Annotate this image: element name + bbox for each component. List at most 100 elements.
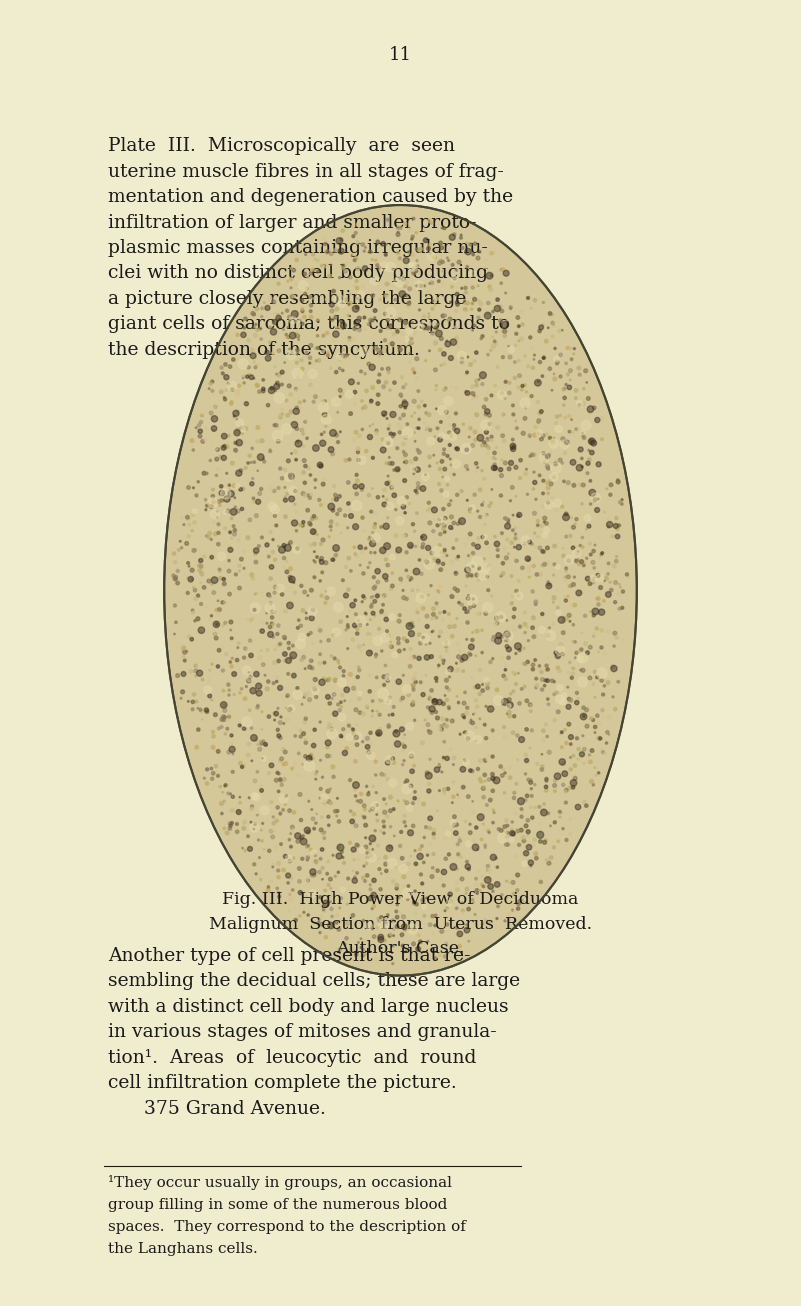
Point	[418, 231, 431, 252]
Point	[380, 549, 392, 569]
Point	[303, 790, 316, 811]
Point	[296, 290, 308, 311]
Point	[429, 290, 441, 311]
Point	[172, 539, 185, 560]
Point	[316, 562, 328, 582]
Point	[384, 496, 396, 517]
Point	[435, 542, 448, 563]
Point	[349, 699, 362, 720]
Point	[477, 876, 490, 897]
Point	[368, 516, 381, 537]
Point	[425, 542, 438, 563]
Point	[502, 336, 515, 357]
Point	[336, 841, 348, 862]
Point	[467, 704, 480, 725]
Point	[227, 761, 239, 782]
Point	[401, 918, 414, 939]
Point	[404, 716, 417, 737]
Point	[263, 840, 276, 861]
Point	[380, 453, 392, 474]
Point	[545, 461, 558, 482]
Point	[177, 637, 190, 658]
Text: Another type of cell present is that re-: Another type of cell present is that re-	[108, 947, 471, 965]
Point	[394, 384, 407, 405]
Point	[441, 330, 453, 351]
Point	[368, 831, 380, 852]
Point	[372, 724, 385, 744]
Point	[217, 438, 230, 458]
Point	[254, 730, 267, 751]
Point	[424, 818, 437, 838]
Point	[473, 708, 486, 729]
Point	[268, 481, 280, 502]
Point	[337, 315, 350, 336]
Point	[364, 502, 377, 522]
Point	[302, 821, 315, 842]
Point	[271, 722, 284, 743]
Point	[422, 538, 435, 559]
Point	[308, 865, 320, 885]
Point	[252, 491, 264, 512]
Point	[237, 419, 250, 440]
Point	[339, 934, 352, 955]
Point	[248, 854, 260, 875]
Point	[479, 603, 492, 624]
Point	[564, 532, 577, 552]
Point	[325, 496, 338, 517]
Point	[253, 739, 266, 760]
Point	[190, 691, 203, 712]
Point	[326, 724, 339, 744]
Point	[585, 708, 598, 729]
Point	[274, 405, 287, 426]
Point	[245, 751, 258, 772]
Point	[285, 257, 298, 278]
Point	[429, 359, 442, 380]
Point	[272, 478, 285, 499]
Point	[481, 673, 494, 693]
Point	[380, 473, 393, 494]
Point	[267, 542, 280, 563]
Point	[481, 345, 494, 366]
Point	[328, 684, 340, 705]
Point	[285, 286, 298, 307]
Point	[364, 801, 376, 821]
Point	[557, 684, 570, 705]
Point	[570, 550, 583, 571]
Point	[336, 317, 349, 338]
Point	[559, 503, 572, 524]
Point	[503, 757, 516, 778]
Point	[392, 790, 405, 811]
Point	[576, 494, 589, 515]
Point	[567, 772, 580, 793]
Point	[407, 513, 420, 534]
Point	[456, 351, 469, 372]
Point	[396, 718, 409, 739]
Point	[511, 865, 524, 885]
Point	[477, 469, 490, 490]
Point	[364, 389, 377, 410]
Point	[335, 229, 348, 249]
Point	[336, 221, 349, 242]
Point	[580, 415, 593, 436]
Point	[296, 358, 308, 379]
Point	[598, 675, 611, 696]
Point	[566, 422, 579, 443]
Point	[498, 508, 511, 529]
Point	[570, 509, 583, 530]
Point	[526, 358, 539, 379]
Point	[432, 552, 445, 573]
Point	[378, 406, 391, 427]
Point	[410, 562, 423, 582]
Point	[248, 351, 260, 372]
Point	[586, 741, 598, 761]
Point	[461, 293, 474, 313]
Point	[281, 405, 294, 426]
Point	[310, 350, 323, 371]
Point	[377, 816, 390, 837]
Point	[566, 349, 578, 370]
Point	[352, 657, 365, 678]
Point	[489, 454, 501, 475]
Point	[408, 458, 421, 479]
Point	[319, 880, 332, 901]
Point	[503, 872, 516, 893]
